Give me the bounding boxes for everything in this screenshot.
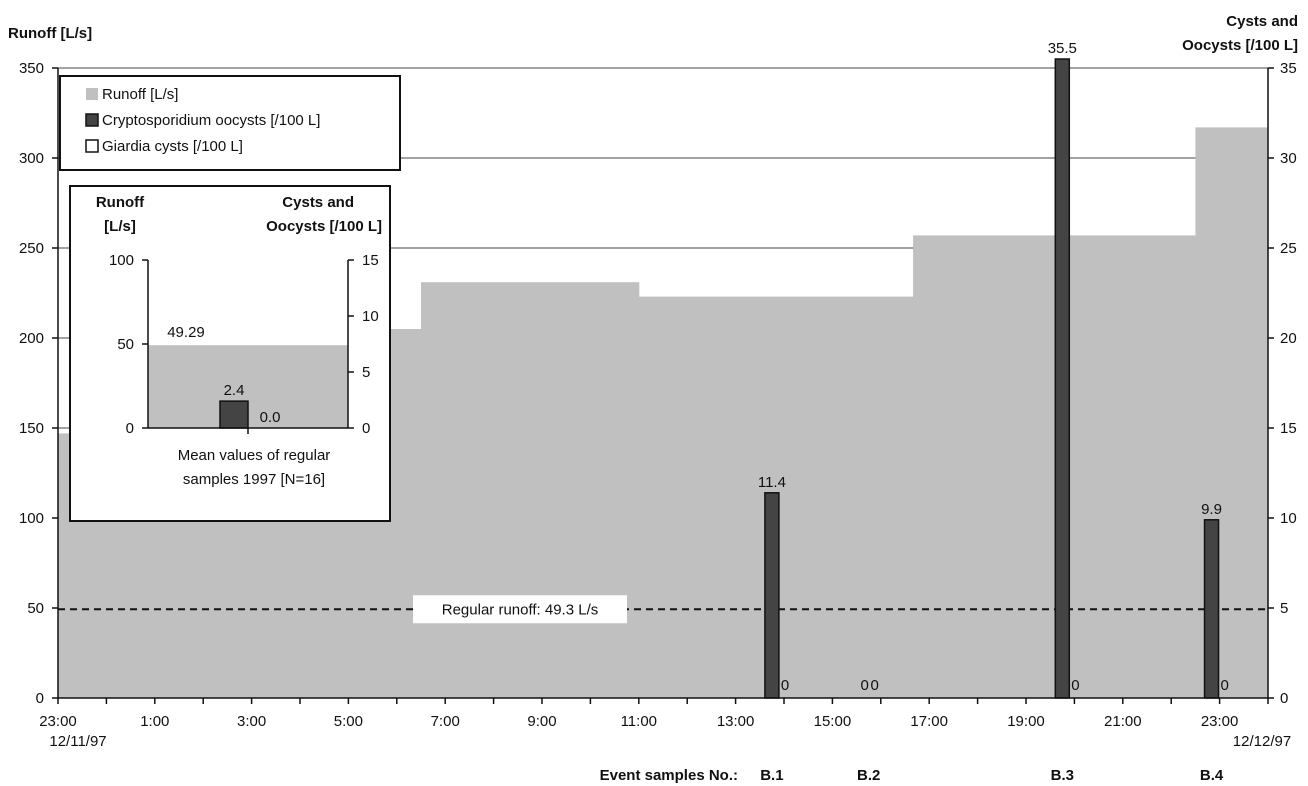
event-sample-label-B.3: B.3	[1051, 767, 1074, 784]
x-tick-label-0: 23:00	[39, 713, 77, 730]
runoff-step-5	[913, 235, 1196, 698]
left-tick-label-100: 100	[19, 510, 44, 527]
right-tick-label-10: 10	[1280, 510, 1297, 527]
crypto-bar-B.1	[764, 492, 780, 699]
inset-giardia-label: 0.0	[260, 409, 281, 426]
legend-swatch-runoff	[86, 88, 98, 100]
right-tick-label-20: 20	[1280, 330, 1297, 347]
left-tick-label-150: 150	[19, 420, 44, 437]
left-tick-label-250: 250	[19, 240, 44, 257]
inset-caption-line2: samples 1997 [N=16]	[183, 471, 325, 488]
giardia-value-label-B.2: 0	[871, 677, 879, 694]
x-tick-label-8: 15:00	[814, 713, 852, 730]
right-tick-label-35: 35	[1280, 60, 1297, 77]
legend-label-giardia: Giardia cysts [/100 L]	[102, 138, 243, 155]
event-sample-label-B.1: B.1	[760, 767, 783, 784]
x-tick-label-1: 1:00	[140, 713, 169, 730]
inset-right-axis-title-line2: Oocysts [/100 L]	[266, 218, 382, 235]
left-tick-label-300: 300	[19, 150, 44, 167]
right-tick-label-15: 15	[1280, 420, 1297, 437]
left-tick-label-50: 50	[27, 600, 44, 617]
event-sample-label-B.4: B.4	[1200, 767, 1224, 784]
x-tick-label-6: 11:00	[621, 713, 657, 730]
giardia-value-label-B.3: 0	[1071, 677, 1079, 694]
x-tick-label-3: 5:00	[334, 713, 363, 730]
inset-left-axis-title-line2: [L/s]	[104, 218, 136, 235]
right-tick-label-30: 30	[1280, 150, 1297, 167]
inset-right-tick-label-10: 10	[362, 308, 379, 325]
inset-left-tick-label-0: 0	[126, 420, 134, 437]
x-tick-label-12: 23:00	[1201, 713, 1239, 730]
event-samples-label: Event samples No.:	[600, 767, 738, 784]
legend-label-runoff: Runoff [L/s]	[102, 86, 178, 103]
legend-box	[59, 75, 401, 171]
inset-right-tick-label-5: 5	[362, 364, 370, 381]
right-tick-label-0: 0	[1280, 690, 1288, 707]
x-tick-label-4: 7:00	[431, 713, 460, 730]
inset-plot: 49.29 2.4 0.0 0 50 100 0 5 10 15	[109, 252, 379, 437]
event-sample-label-B.2: B.2	[857, 767, 880, 784]
crypto-value-label-B.2: 0	[861, 677, 869, 694]
runoff-step-3	[421, 282, 640, 698]
x-end-date: 12/12/97	[1233, 733, 1291, 750]
right-axis-title-line1: Cysts and	[1226, 13, 1298, 30]
inset-caption-line1: Mean values of regular	[178, 447, 331, 464]
left-tick-label-200: 200	[19, 330, 44, 347]
x-tick-label-5: 9:00	[527, 713, 556, 730]
inset-left-tick-label-50: 50	[117, 336, 134, 353]
runoff-area	[58, 127, 1269, 698]
left-tick-label-350: 350	[19, 60, 44, 77]
inset-right-tick-label-15: 15	[362, 252, 379, 269]
crypto-value-label-B.4: 9.9	[1201, 501, 1222, 518]
left-axis-title: Runoff [L/s]	[8, 25, 92, 42]
x-tick-label-7: 13:00	[717, 713, 755, 730]
legend-label-cryptosporidium: Cryptosporidium oocysts [/100 L]	[102, 112, 320, 129]
x-tick-label-2: 3:00	[237, 713, 266, 730]
legend-swatch-cryptosporidium	[85, 113, 99, 127]
right-axis-title-line2: Oocysts [/100 L]	[1182, 37, 1298, 54]
x-tick-label-11: 21:00	[1104, 713, 1142, 730]
crypto-value-label-B.1: 11.4	[758, 474, 786, 491]
x-tick-label-9: 17:00	[910, 713, 948, 730]
crypto-value-label-B.3: 35.5	[1048, 40, 1077, 57]
inset-right-tick-label-0: 0	[362, 420, 370, 437]
inset-crypto-bar	[219, 400, 249, 429]
legend: Runoff [L/s] Cryptosporidium oocysts [/1…	[59, 75, 401, 171]
left-tick-label-0: 0	[36, 690, 44, 707]
regular-runoff-label: Regular runoff: 49.3 L/s	[442, 601, 599, 618]
inset-runoff-label: 49.29	[167, 324, 205, 341]
crypto-bar-B.4	[1203, 519, 1220, 699]
giardia-value-label-B.4: 0	[1221, 677, 1229, 694]
inset-crypto-label: 2.4	[224, 382, 245, 399]
legend-swatch-giardia	[85, 139, 99, 153]
inset-chart: Runoff [L/s] Cysts and Oocysts [/100 L] …	[69, 185, 391, 522]
right-tick-label-25: 25	[1280, 240, 1297, 257]
x-tick-label-10: 19:00	[1007, 713, 1045, 730]
inset-right-axis-title-line1: Cysts and	[282, 194, 354, 211]
event-bars: 11.40B.10 0B.235.50B.39.90B.4	[758, 40, 1229, 784]
crypto-bar-B.3	[1054, 58, 1071, 699]
regular-runoff-label-bg	[413, 595, 627, 624]
axes: 0501001502002503003500510152025303523:00…	[19, 60, 1297, 730]
right-tick-label-5: 5	[1280, 600, 1288, 617]
inset-left-axis-title-line1: Runoff	[96, 194, 145, 211]
inset-left-tick-label-100: 100	[109, 252, 134, 269]
x-start-date: 12/11/97	[49, 733, 106, 750]
giardia-value-label-B.1: 0	[781, 677, 789, 694]
